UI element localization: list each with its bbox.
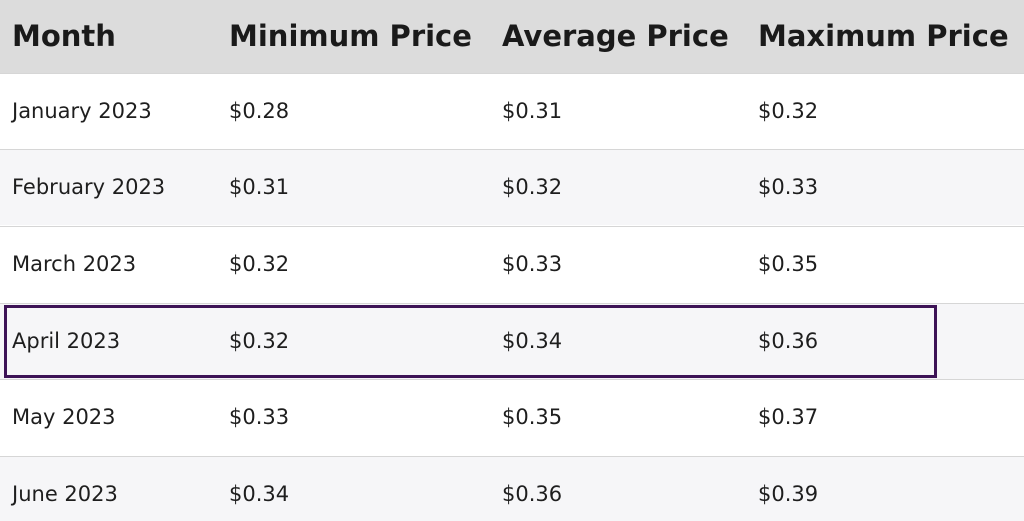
cell-average-price: $0.34 bbox=[502, 329, 563, 353]
table-row: March 2023 $0.32 $0.33 $0.35 bbox=[0, 226, 1024, 302]
table-row: January 2023 $0.28 $0.31 $0.32 bbox=[0, 73, 1024, 149]
cell-month: June 2023 bbox=[12, 482, 118, 506]
cell-maximum-price: $0.32 bbox=[758, 99, 819, 123]
table-row: February 2023 $0.31 $0.32 $0.33 bbox=[0, 149, 1024, 225]
header-maximum-price: Maximum Price bbox=[758, 19, 1009, 53]
cell-minimum-price: $0.32 bbox=[229, 252, 290, 276]
cell-maximum-price: $0.35 bbox=[758, 252, 819, 276]
cell-maximum-price: $0.37 bbox=[758, 405, 819, 429]
cell-minimum-price: $0.32 bbox=[229, 329, 290, 353]
cell-maximum-price: $0.39 bbox=[758, 482, 819, 506]
table-row: May 2023 $0.33 $0.35 $0.37 bbox=[0, 379, 1024, 455]
cell-maximum-price: $0.33 bbox=[758, 175, 819, 199]
cell-average-price: $0.33 bbox=[502, 252, 563, 276]
cell-month: February 2023 bbox=[12, 175, 166, 199]
cell-average-price: $0.36 bbox=[502, 482, 563, 506]
cell-month: March 2023 bbox=[12, 252, 137, 276]
cell-minimum-price: $0.33 bbox=[229, 405, 290, 429]
cell-average-price: $0.31 bbox=[502, 99, 563, 123]
cell-month: January 2023 bbox=[12, 99, 152, 123]
cell-month: May 2023 bbox=[12, 405, 116, 429]
cell-average-price: $0.35 bbox=[502, 405, 563, 429]
cell-minimum-price: $0.28 bbox=[229, 99, 290, 123]
table-row-highlighted: April 2023 $0.32 $0.34 $0.36 bbox=[0, 303, 1024, 379]
cell-maximum-price: $0.36 bbox=[758, 329, 819, 353]
cell-month: April 2023 bbox=[12, 329, 121, 353]
header-month: Month bbox=[12, 19, 116, 53]
table-header-row: Month Minimum Price Average Price Maximu… bbox=[0, 0, 1024, 73]
header-average-price: Average Price bbox=[502, 19, 729, 53]
cell-minimum-price: $0.31 bbox=[229, 175, 290, 199]
header-minimum-price: Minimum Price bbox=[229, 19, 472, 53]
cell-minimum-price: $0.34 bbox=[229, 482, 290, 506]
table-row: June 2023 $0.34 $0.36 $0.39 bbox=[0, 456, 1024, 521]
cell-average-price: $0.32 bbox=[502, 175, 563, 199]
